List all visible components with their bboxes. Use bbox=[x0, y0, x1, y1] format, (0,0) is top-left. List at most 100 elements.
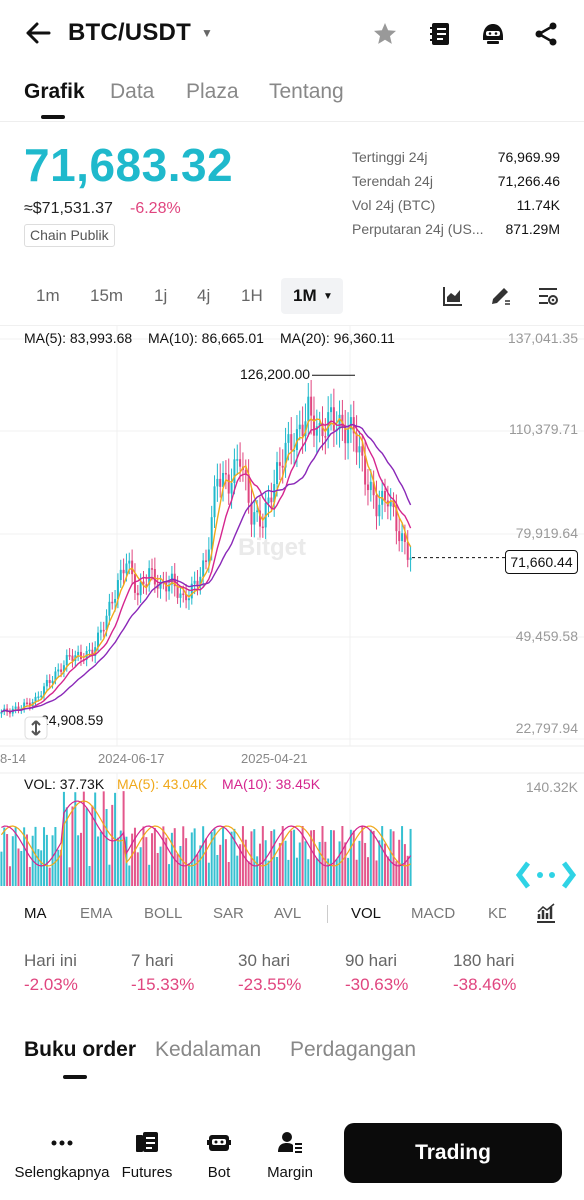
more-button[interactable]: Selengkapnya bbox=[12, 1108, 112, 1200]
candle-body bbox=[395, 507, 398, 532]
volume-bar bbox=[105, 809, 108, 886]
margin-button[interactable]: Margin bbox=[240, 1108, 340, 1200]
candle-body bbox=[358, 446, 361, 453]
candle-body bbox=[8, 711, 11, 714]
volume-bar bbox=[91, 805, 94, 886]
volume-bar bbox=[179, 845, 182, 886]
volume-bar bbox=[176, 853, 179, 886]
expand-chart-icon[interactable] bbox=[516, 860, 576, 890]
candlestick-chart[interactable] bbox=[0, 326, 584, 893]
volume-bar bbox=[332, 830, 335, 886]
volume-bar bbox=[281, 826, 284, 886]
volume-bar bbox=[77, 835, 80, 886]
ma20-line bbox=[1, 423, 412, 713]
candle-body bbox=[369, 481, 372, 491]
volume-bar bbox=[156, 852, 159, 886]
volume-bar bbox=[389, 829, 392, 886]
candle-body bbox=[187, 598, 190, 601]
expand-vertical-icon[interactable] bbox=[24, 716, 48, 740]
tab-tentang[interactable]: Tentang bbox=[269, 80, 344, 103]
indicator-sar[interactable]: SAR bbox=[213, 905, 244, 922]
tab-plaza[interactable]: Plaza bbox=[186, 80, 239, 103]
timeframe-selector[interactable]: 1M ▼ bbox=[281, 278, 343, 314]
volume-bar bbox=[136, 852, 139, 886]
tab-data[interactable]: Data bbox=[110, 80, 155, 103]
timeframe-4j[interactable]: 4j bbox=[197, 286, 211, 305]
robot-icon[interactable] bbox=[479, 20, 507, 48]
volume-bar bbox=[196, 854, 199, 886]
candle-body bbox=[71, 655, 74, 661]
timeframe-1j[interactable]: 1j bbox=[154, 286, 168, 305]
caret-down-icon[interactable]: ▼ bbox=[201, 26, 213, 40]
candle-body bbox=[361, 446, 364, 456]
more-dots-icon bbox=[51, 1140, 73, 1146]
volume-bar bbox=[88, 865, 91, 886]
candle-body bbox=[182, 593, 185, 596]
candle-body bbox=[68, 655, 71, 657]
volume-bar bbox=[301, 826, 304, 886]
volume-bar bbox=[43, 827, 46, 886]
bot-button[interactable]: Bot bbox=[169, 1108, 269, 1200]
volume-bar bbox=[307, 859, 310, 886]
draw-tool-icon[interactable] bbox=[488, 284, 512, 308]
vol-ma10-legend: MA(10): 38.45K bbox=[222, 776, 321, 792]
indicator-boll[interactable]: BOLL bbox=[144, 905, 183, 922]
tab-grafik[interactable]: Grafik bbox=[24, 80, 85, 103]
bot-icon bbox=[207, 1135, 231, 1151]
volume-bar bbox=[122, 791, 125, 886]
tab-order-book[interactable]: Buku order bbox=[24, 1038, 137, 1061]
indicator-avl[interactable]: AVL bbox=[274, 905, 302, 922]
candle-body bbox=[37, 696, 40, 698]
indicator-settings-icon[interactable] bbox=[535, 902, 557, 924]
futures-icon bbox=[136, 1132, 158, 1152]
volume-bar bbox=[85, 808, 88, 886]
indicator-vol[interactable]: VOL bbox=[351, 905, 382, 922]
tab-depth[interactable]: Kedalaman bbox=[155, 1038, 262, 1061]
volume-bar bbox=[284, 840, 287, 886]
candle-body bbox=[51, 680, 54, 684]
notebook-icon[interactable] bbox=[426, 20, 454, 48]
chart-type-icon[interactable] bbox=[441, 284, 465, 308]
volume-bar bbox=[409, 828, 412, 886]
candle-body bbox=[332, 407, 335, 431]
candle-body bbox=[295, 429, 298, 451]
candle-body bbox=[230, 483, 233, 494]
back-arrow-icon[interactable] bbox=[24, 18, 52, 48]
indicator-ma[interactable]: MA bbox=[24, 905, 47, 922]
candle-body bbox=[344, 428, 347, 444]
chart-settings-icon[interactable] bbox=[536, 284, 560, 308]
candle-body bbox=[250, 502, 253, 525]
candle-body bbox=[190, 583, 193, 599]
candle-body bbox=[366, 484, 369, 491]
timeframe-1m[interactable]: 1m bbox=[36, 286, 60, 305]
volume-bar bbox=[148, 864, 151, 886]
volume-bar bbox=[355, 859, 358, 886]
candle-body bbox=[88, 649, 91, 652]
tab-trades[interactable]: Perdagangan bbox=[290, 1038, 417, 1061]
chain-badge[interactable]: Chain Publik bbox=[24, 224, 115, 247]
trading-button[interactable]: Trading bbox=[344, 1123, 562, 1183]
share-icon[interactable] bbox=[532, 20, 560, 48]
volume-bar bbox=[57, 849, 60, 886]
indicator-macd[interactable]: MACD bbox=[411, 905, 456, 922]
timeframe-15m[interactable]: 15m bbox=[90, 286, 124, 305]
timeframe-1h[interactable]: 1H bbox=[241, 286, 263, 305]
volume-bar bbox=[153, 827, 156, 886]
candle-body bbox=[324, 436, 327, 438]
volume-bar bbox=[11, 836, 14, 886]
volume-bar bbox=[190, 832, 193, 886]
candle-body bbox=[159, 581, 162, 589]
pair-title[interactable]: BTC/USDT bbox=[68, 19, 191, 46]
y-axis-tick: 110,379.71 bbox=[508, 421, 578, 437]
candle-body bbox=[392, 501, 395, 508]
star-icon[interactable] bbox=[371, 20, 399, 48]
futures-button[interactable]: Futures bbox=[97, 1108, 197, 1200]
chart-area[interactable] bbox=[0, 325, 584, 892]
volume-bar bbox=[14, 826, 17, 886]
tab-active-indicator bbox=[41, 115, 65, 119]
indicator-kdj[interactable]: KD bbox=[488, 905, 506, 922]
y-axis-tick: 49,459.58 bbox=[515, 628, 578, 644]
indicator-ema[interactable]: EMA bbox=[80, 905, 113, 922]
candle-body bbox=[315, 426, 318, 436]
volume-bar bbox=[290, 830, 293, 886]
